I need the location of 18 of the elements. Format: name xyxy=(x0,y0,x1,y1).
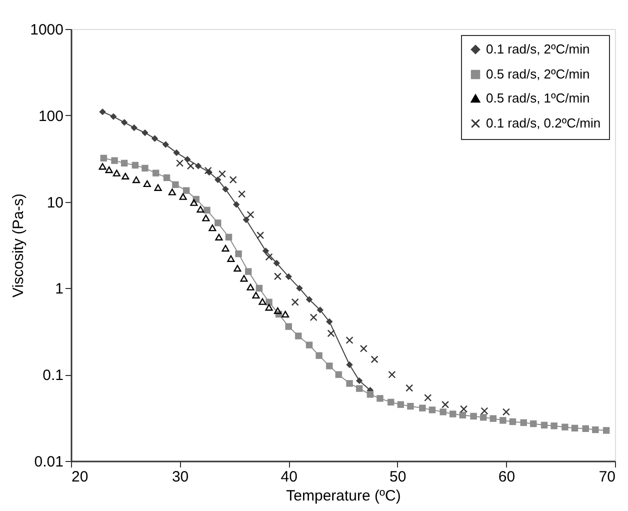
y-tick-label: 1000 xyxy=(30,22,64,38)
x-tick-label: 30 xyxy=(172,468,189,486)
legend-label: 0.5 rad/s, 1ºC/min xyxy=(486,90,590,106)
x-tick-label: 70 xyxy=(598,468,616,486)
x-axis-title: Temperature (ºC) xyxy=(286,488,401,504)
x-tick-label: 50 xyxy=(390,468,406,486)
y-tick-label: 0.01 xyxy=(34,454,64,470)
legend-label: 0.1 rad/s, 0.2ºC/min xyxy=(486,116,601,130)
y-axis-title: Viscosity (Pa-s) xyxy=(10,194,28,298)
x-tick-label: 60 xyxy=(498,468,516,486)
x-tick-label: 40 xyxy=(280,468,298,486)
y-tick-label: 10 xyxy=(46,194,64,212)
y-tick-label: 0.1 xyxy=(42,367,64,384)
x-tick-label: 20 xyxy=(72,468,88,486)
y-tick-label: 100 xyxy=(38,108,64,125)
legend-label: 0.5 rad/s, 2ºC/min xyxy=(486,66,590,82)
legend-label: 0.1 rad/s, 2ºC/min xyxy=(486,42,590,56)
y-tick-label: 1 xyxy=(55,280,64,298)
